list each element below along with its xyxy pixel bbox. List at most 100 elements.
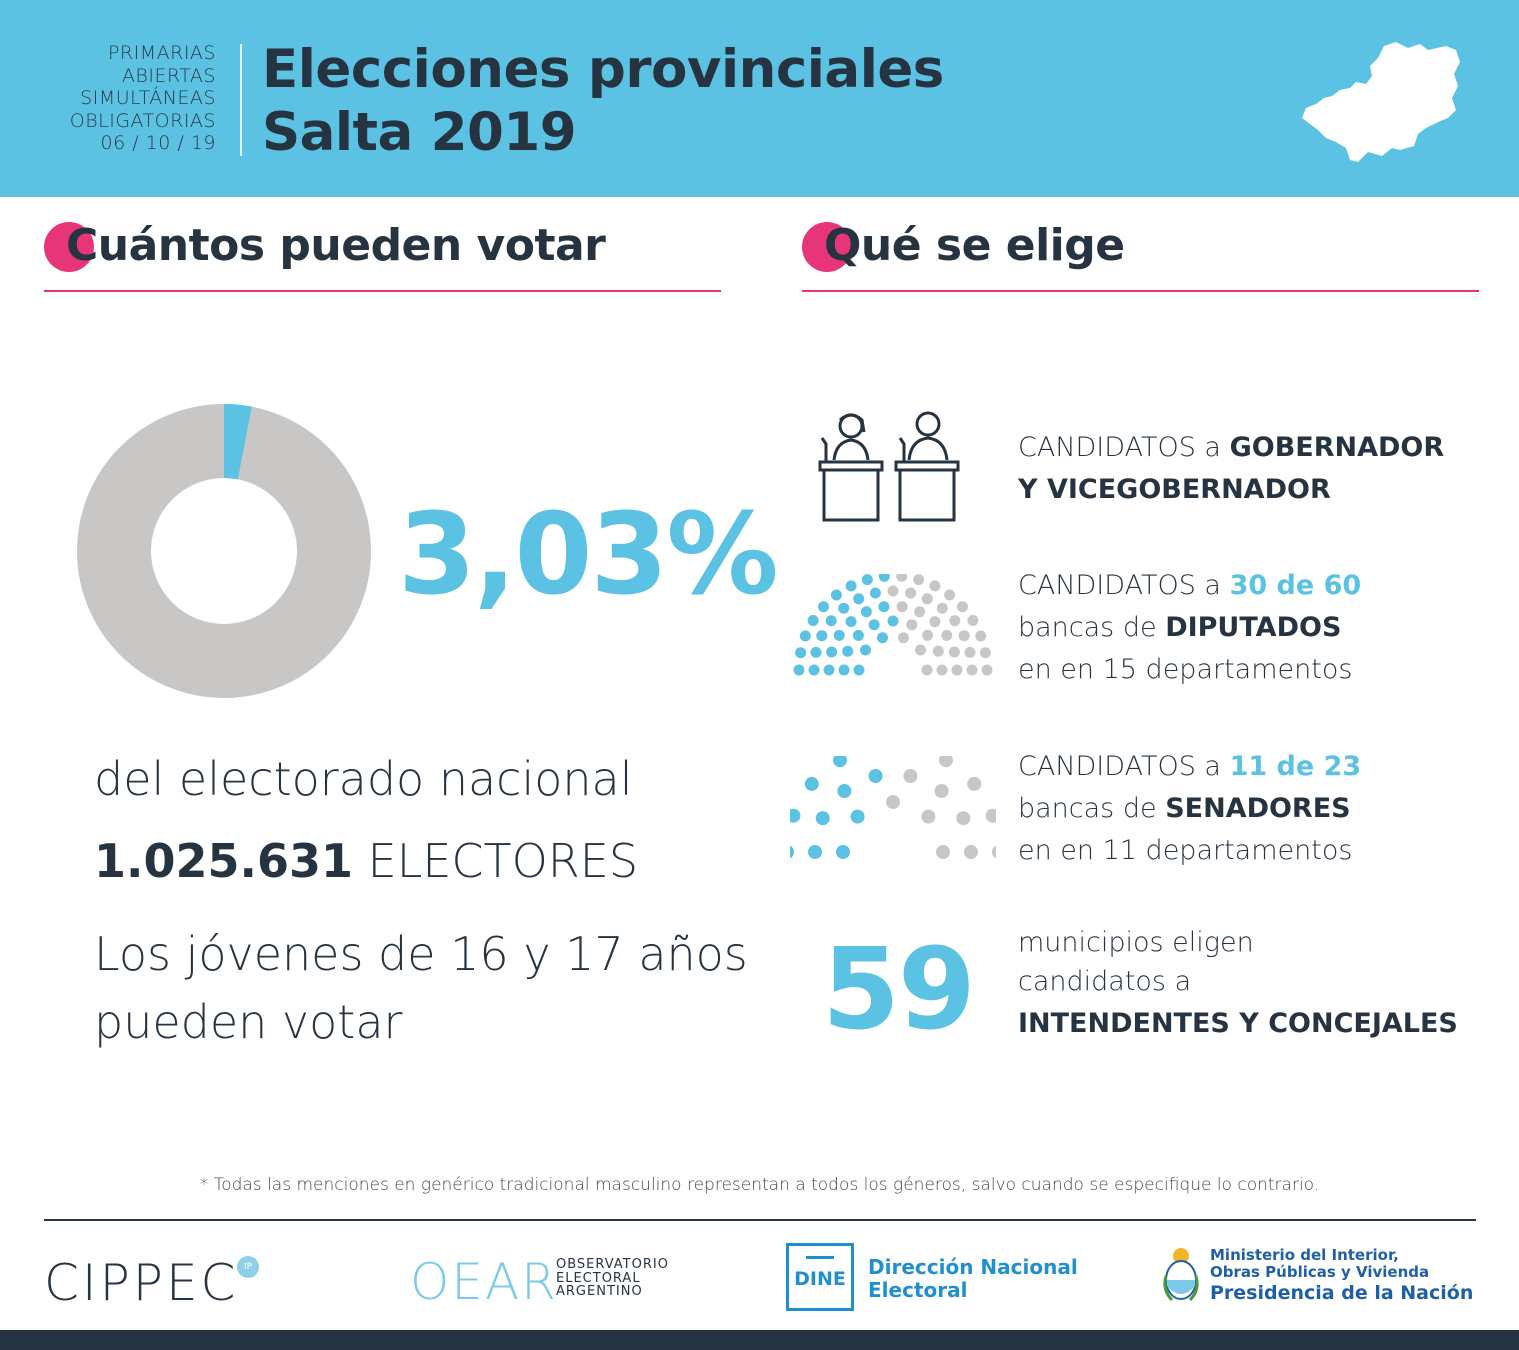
seat-elected [878, 601, 890, 613]
senadores-departments: en en 11 departamentos [1018, 835, 1353, 866]
seat-not-elected [949, 615, 961, 627]
presidencia-line: Presidencia de la Nación [1210, 1282, 1474, 1304]
seat-elected [833, 756, 847, 768]
seat-not-elected [921, 809, 936, 824]
dine-name-line: Electoral [868, 1278, 968, 1302]
title-line-1: Elecciones provinciales [262, 39, 944, 100]
senadores-highlight: 11 de 23 [1229, 751, 1362, 782]
gender-footnote: * Todas las menciones en genérico tradic… [199, 1175, 1320, 1195]
seat-elected [868, 619, 880, 631]
seat-elected [878, 574, 890, 582]
seat-elected [816, 630, 828, 642]
seat-elected [861, 574, 873, 586]
seat-not-elected [979, 647, 991, 659]
diputados-text: CANDIDATOS a 30 de 60 bancas de DIPUTADO… [1018, 565, 1361, 691]
paso-line: PRIMARIAS [107, 42, 216, 64]
seat-elected [842, 645, 854, 657]
seat-elected [838, 602, 850, 614]
seat-not-elected [921, 664, 933, 676]
seat-not-elected [929, 580, 941, 592]
seat-elected [850, 809, 865, 824]
seat-elected [860, 606, 872, 618]
heading-dot [44, 222, 94, 272]
ministerio-line: Ministerio del Interior, [1210, 1246, 1399, 1264]
page-title: Elecciones provinciales Salta 2019 [262, 38, 944, 164]
seat-not-elected [958, 630, 970, 642]
seat-elected [790, 845, 794, 859]
parliament-senadores-icon [790, 756, 996, 859]
seat-not-elected [992, 845, 996, 859]
seat-elected [799, 630, 811, 642]
seat-elected [887, 615, 899, 627]
governor-text: CANDIDATOS a GOBERNADOR Y VICEGOBERNADOR [1018, 427, 1444, 511]
title-line-2: Salta 2019 [262, 102, 577, 163]
seat-not-elected [887, 585, 899, 597]
municipios-line-1: municipios eligen [1018, 927, 1254, 958]
cippec-badge: IP [237, 1256, 259, 1278]
podium-candidates-icon [818, 411, 960, 522]
section-heading-voters: Cuántos pueden votar [44, 220, 721, 292]
seat-not-elected [966, 664, 978, 676]
seat-elected [826, 646, 838, 658]
seat-elected [845, 580, 857, 592]
seat-not-elected [896, 574, 908, 582]
salta-province-map-icon [1302, 42, 1460, 162]
senadores-prefix: CANDIDATOS a [1018, 751, 1221, 782]
ministerio-name: Ministerio del Interior, Obras Públicas … [1210, 1247, 1473, 1305]
heading-dot [802, 222, 852, 272]
electores-number: 1.025.631 [94, 834, 353, 888]
ministerio-line: Obras Públicas y Vivienda [1210, 1263, 1430, 1281]
diputados-mid: bancas de [1018, 612, 1157, 643]
donut-highlight-slice [77, 404, 371, 698]
governor-prefix: CANDIDATOS a [1018, 432, 1221, 463]
senadores-mid: bancas de [1018, 793, 1157, 824]
dine-name-line: Dirección Nacional [868, 1255, 1078, 1279]
seat-not-elected [964, 646, 976, 658]
seat-not-elected [964, 845, 978, 859]
paso-line: SIMULTÁNEAS [80, 87, 216, 109]
youth-vote-note: Los jóvenes de 16 y 17 años pueden votar [94, 920, 748, 1056]
heading-rule [44, 290, 721, 292]
seat-elected [804, 776, 819, 791]
seat-not-elected [985, 808, 996, 823]
seat-not-elected [913, 574, 925, 586]
seat-not-elected [944, 589, 956, 601]
seat-elected [853, 593, 865, 605]
seat-not-elected [922, 629, 934, 641]
seat-elected [823, 664, 835, 676]
seat-not-elected [967, 615, 979, 626]
dine-logo-bar [806, 1256, 834, 1259]
seat-elected [808, 845, 822, 859]
seat-not-elected [941, 629, 953, 641]
seat-not-elected [939, 756, 953, 768]
municipios-number: 59 [822, 925, 976, 1055]
header-banner: PRIMARIAS ABIERTAS SIMULTÁNEAS OBLIGATOR… [0, 0, 1519, 197]
oear-sub-line: OBSERVATORIO [556, 1257, 669, 1272]
seat-elected [836, 845, 850, 859]
seat-not-elected [921, 593, 933, 605]
seat-not-elected [981, 664, 993, 676]
seat-elected [837, 784, 852, 798]
oear-logo: OEAR [410, 1253, 558, 1311]
oear-sub-line: ELECTORAL [556, 1270, 641, 1286]
heading-text: Cuántos pueden votar [66, 220, 606, 271]
governor-bold-2: Y VICEGOBERNADOR [1018, 474, 1331, 505]
seat-not-elected [898, 632, 909, 644]
national-coat-of-arms-icon [1163, 1248, 1199, 1302]
seat-elected [838, 664, 850, 676]
footer-divider [44, 1219, 1476, 1221]
diputados-departments: en en 15 departamentos [1018, 654, 1353, 685]
seat-not-elected [932, 645, 944, 657]
governor-bold-1: GOBERNADOR [1229, 432, 1445, 463]
seat-elected [853, 664, 865, 676]
seat-elected [868, 769, 883, 783]
seat-not-elected [957, 601, 968, 613]
seat-elected [852, 629, 864, 641]
seat-not-elected [905, 587, 917, 599]
seat-not-elected [929, 616, 941, 628]
dine-name: Dirección Nacional Electoral [868, 1256, 1078, 1302]
seat-not-elected [915, 644, 926, 656]
oear-sub-line: ARGENTINO [556, 1284, 643, 1299]
electores-count: 1.025.631 ELECTORES [94, 834, 638, 888]
dine-logo: DINE [786, 1243, 854, 1311]
